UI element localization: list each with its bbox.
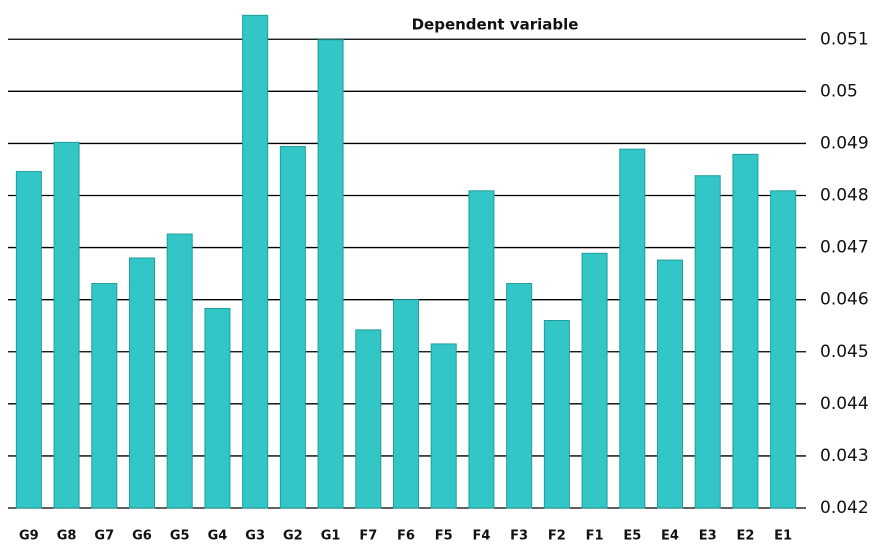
bar <box>317 39 344 509</box>
y-tick-label: 0.048 <box>820 186 869 206</box>
bar <box>204 308 231 509</box>
bar <box>657 259 683 509</box>
bar <box>770 190 797 509</box>
y-tick-label: 0.045 <box>820 342 869 362</box>
bar <box>694 175 721 509</box>
x-tick-label: E3 <box>699 529 717 544</box>
x-tick-label: F7 <box>359 529 377 544</box>
bar <box>581 252 608 509</box>
x-tick-label: G5 <box>170 529 190 544</box>
chart-title: Dependent variable <box>412 16 579 34</box>
bar <box>543 320 570 509</box>
x-tick-label: F2 <box>548 529 566 544</box>
y-tick-label: 0.046 <box>820 290 869 310</box>
x-tick-label: G8 <box>57 529 77 544</box>
x-tick-label: G6 <box>132 529 152 544</box>
y-tick-label: 0.047 <box>820 238 869 258</box>
bar <box>279 146 306 509</box>
x-tick-label: F6 <box>397 529 415 544</box>
x-tick-label: G4 <box>208 529 228 544</box>
x-tick-label: E5 <box>623 529 641 544</box>
x-tick-label: F3 <box>510 529 528 544</box>
x-tick-label: F4 <box>472 529 490 544</box>
x-tick-label: G9 <box>19 529 39 544</box>
x-tick-label: E2 <box>736 529 754 544</box>
bar <box>393 299 419 509</box>
x-tick-label: F1 <box>586 529 604 544</box>
x-tick-label: G1 <box>321 529 341 544</box>
x-tick-label: G2 <box>283 529 303 544</box>
bar <box>53 141 80 509</box>
x-tick-label: G7 <box>94 529 114 544</box>
y-tick-label: 0.05 <box>820 81 858 101</box>
x-tick-label: E1 <box>774 529 792 544</box>
bar <box>355 329 382 509</box>
bar <box>166 233 193 509</box>
x-tick-label: F5 <box>435 529 453 544</box>
bar <box>732 153 759 509</box>
y-tick-label: 0.049 <box>820 133 869 153</box>
y-tick-label: 0.051 <box>820 29 869 49</box>
bar <box>619 148 646 509</box>
bar <box>468 190 495 509</box>
bar <box>430 343 457 509</box>
y-tick-label: 0.044 <box>820 394 869 414</box>
bar <box>242 14 269 509</box>
x-tick-label: G3 <box>245 529 265 544</box>
bar <box>15 171 42 509</box>
bar <box>129 257 155 509</box>
y-tick-label: 0.043 <box>820 446 869 466</box>
y-tick-label: 0.042 <box>820 498 869 518</box>
x-tick-label: E4 <box>661 529 679 544</box>
bar <box>91 283 118 509</box>
bar <box>506 283 533 509</box>
